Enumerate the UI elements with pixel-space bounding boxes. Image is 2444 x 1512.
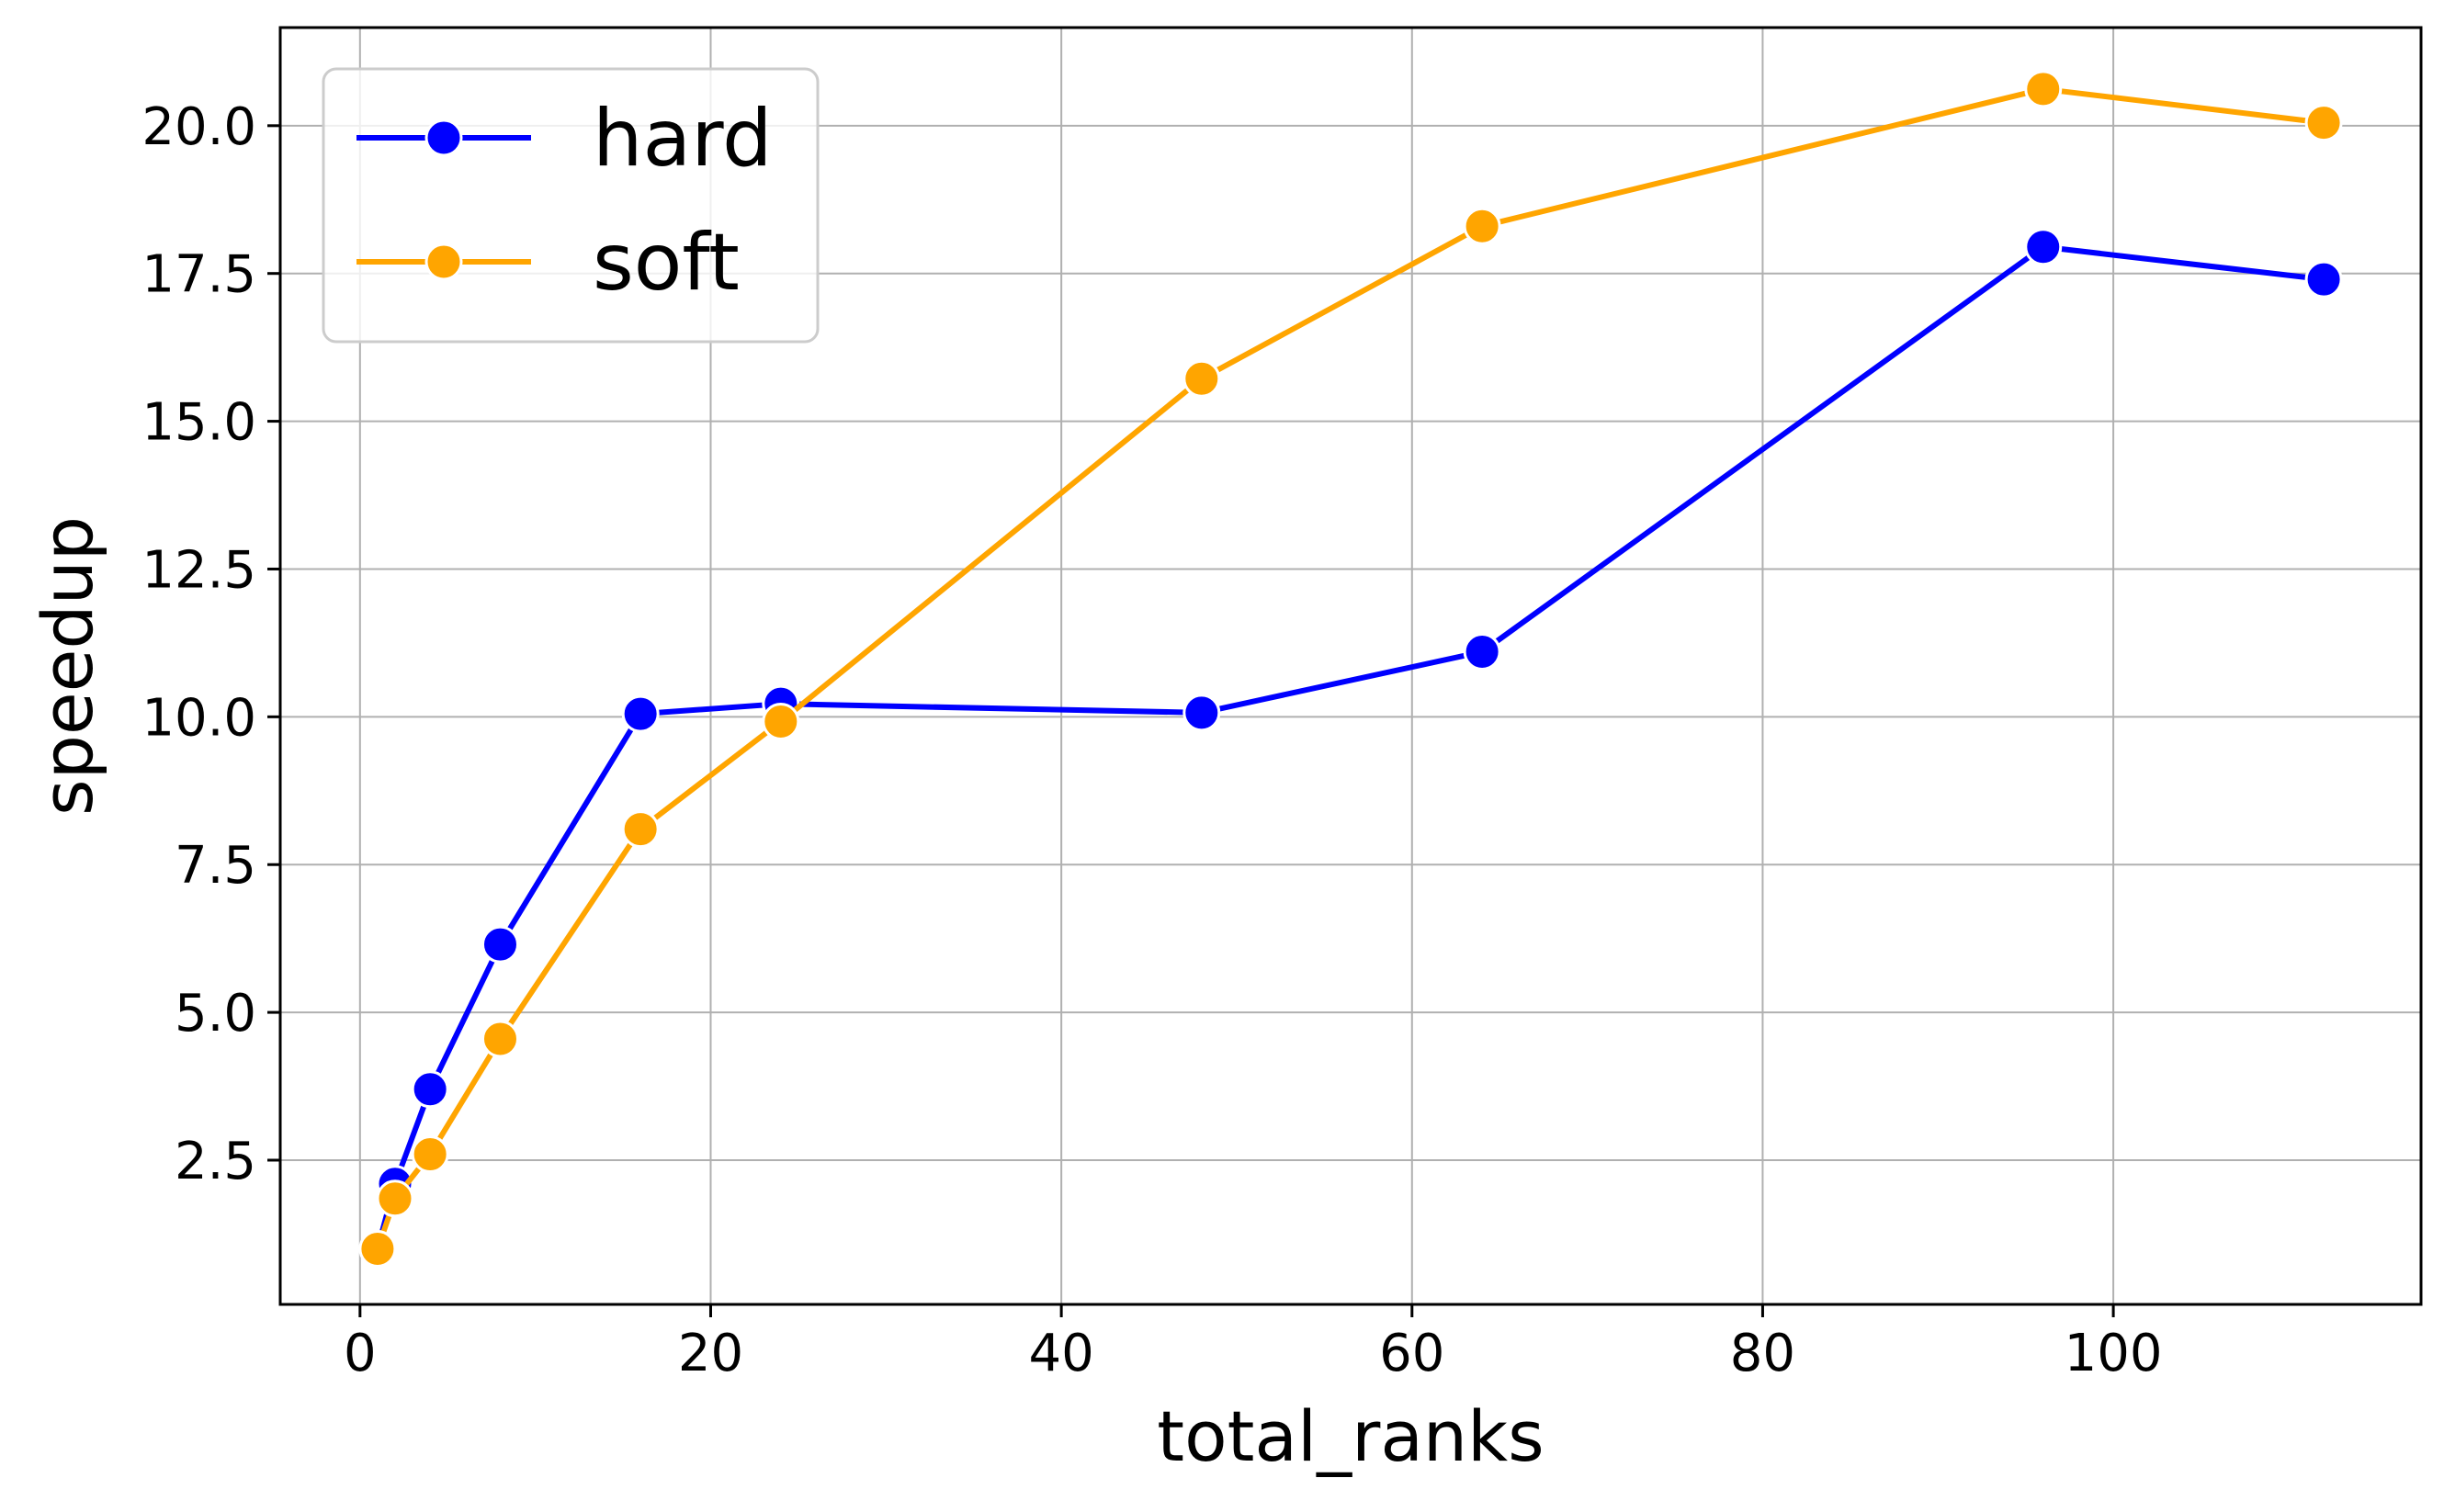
data-point-hard [411, 1070, 449, 1109]
data-point-soft [621, 810, 660, 849]
series-layer [358, 70, 2343, 1269]
data-point-soft [1182, 359, 1221, 398]
legend-item-hard: hard [356, 93, 773, 185]
data-point-hard [1182, 694, 1221, 732]
grid [280, 28, 2421, 1304]
y-tick-label: 15.0 [141, 393, 256, 453]
legend-marker-soft [424, 243, 463, 281]
data-point-soft [358, 1230, 397, 1269]
data-point-soft [1463, 207, 1501, 245]
y-tick-label: 12.5 [141, 540, 256, 600]
data-point-soft [762, 702, 800, 740]
data-point-soft [2024, 70, 2063, 108]
y-tick-label: 17.5 [141, 245, 256, 305]
data-point-soft [481, 1020, 519, 1058]
y-axis-label: speedup [27, 516, 108, 816]
x-tick-label: 80 [1730, 1324, 1795, 1383]
series-soft [358, 70, 2343, 1269]
x-axis-ticks: 0 20 40 60 80 100 [344, 1304, 2163, 1383]
y-tick-label: 5.0 [175, 984, 256, 1044]
y-tick-label: 2.5 [175, 1132, 256, 1191]
data-point-hard [621, 694, 660, 733]
x-tick-label: 0 [344, 1324, 377, 1383]
x-axis-label: total_ranks [1157, 1395, 1544, 1477]
legend-marker-hard [424, 118, 463, 157]
legend-label-hard: hard [593, 93, 773, 185]
x-tick-label: 20 [678, 1324, 743, 1383]
x-tick-label: 40 [1029, 1324, 1094, 1383]
x-tick-label: 60 [1379, 1324, 1444, 1383]
series-line-hard [375, 243, 2325, 1250]
data-point-hard [1463, 633, 1501, 671]
data-point-hard [481, 925, 519, 964]
series-hard [358, 228, 2343, 1269]
y-tick-label: 20.0 [141, 97, 256, 157]
x-tick-label: 100 [2065, 1324, 2163, 1383]
data-point-soft [2304, 104, 2343, 142]
data-point-hard [2304, 260, 2343, 299]
series-line-soft [375, 85, 2325, 1250]
y-tick-label: 7.5 [175, 836, 256, 896]
data-point-soft [376, 1179, 414, 1218]
y-tick-label: 10.0 [141, 688, 256, 748]
data-point-soft [411, 1135, 449, 1174]
y-axis-ticks: 2.5 5.0 7.5 10.0 12.5 15.0 17.5 20.0 [141, 97, 280, 1191]
legend: hard soft [322, 67, 820, 344]
legend-item-soft: soft [356, 217, 740, 309]
legend-label-soft: soft [593, 217, 740, 309]
plot-frame [278, 26, 2423, 1306]
data-point-hard [2024, 228, 2063, 266]
